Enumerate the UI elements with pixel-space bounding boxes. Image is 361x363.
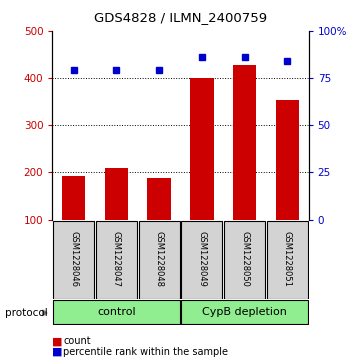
Text: GSM1228051: GSM1228051 bbox=[283, 231, 292, 287]
Bar bbox=[275, 100, 299, 220]
Bar bbox=[190, 78, 214, 220]
Text: control: control bbox=[97, 307, 136, 317]
Text: percentile rank within the sample: percentile rank within the sample bbox=[63, 347, 228, 357]
Bar bbox=[233, 65, 256, 220]
Text: GSM1228050: GSM1228050 bbox=[240, 231, 249, 287]
Bar bbox=[181, 221, 222, 299]
Text: GSM1228047: GSM1228047 bbox=[112, 231, 121, 287]
Bar bbox=[53, 300, 180, 324]
Text: count: count bbox=[63, 336, 91, 346]
Text: ■: ■ bbox=[52, 336, 63, 346]
Text: GSM1228048: GSM1228048 bbox=[155, 231, 164, 287]
Text: CypB depletion: CypB depletion bbox=[202, 307, 287, 317]
Text: ■: ■ bbox=[52, 347, 63, 357]
Bar bbox=[53, 221, 94, 299]
Bar bbox=[267, 221, 308, 299]
Text: protocol: protocol bbox=[5, 308, 48, 318]
Text: GSM1228049: GSM1228049 bbox=[197, 231, 206, 287]
Bar bbox=[147, 178, 171, 220]
Text: GSM1228046: GSM1228046 bbox=[69, 231, 78, 287]
Bar bbox=[105, 168, 128, 220]
Bar bbox=[224, 221, 265, 299]
Bar bbox=[139, 221, 180, 299]
Bar bbox=[62, 176, 86, 220]
Polygon shape bbox=[43, 310, 47, 316]
Bar bbox=[181, 300, 308, 324]
Text: GDS4828 / ILMN_2400759: GDS4828 / ILMN_2400759 bbox=[94, 11, 267, 24]
Bar bbox=[96, 221, 137, 299]
